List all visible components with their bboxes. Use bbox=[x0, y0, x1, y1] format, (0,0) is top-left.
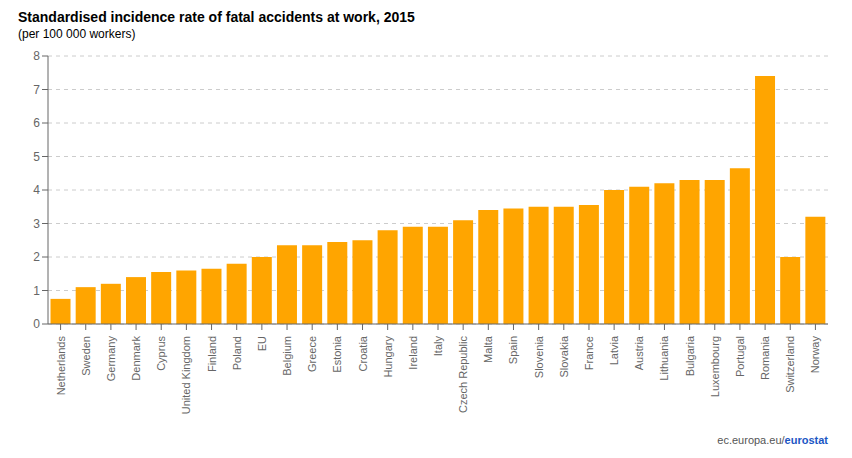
svg-text:Lithuania: Lithuania bbox=[658, 335, 670, 381]
svg-text:Slovenia: Slovenia bbox=[533, 335, 545, 378]
svg-text:5: 5 bbox=[33, 150, 40, 164]
svg-text:Luxembourg: Luxembourg bbox=[709, 336, 721, 397]
svg-text:1: 1 bbox=[33, 284, 40, 298]
svg-text:Croatia: Croatia bbox=[357, 335, 369, 371]
svg-text:Austria: Austria bbox=[633, 335, 645, 370]
html-text:ec.europa.eu/ eurostat: ec.europa.eu/ eurostat bbox=[717, 434, 828, 446]
svg-text:8: 8 bbox=[33, 49, 40, 63]
svg-text:United Kingdom: United Kingdom bbox=[180, 336, 192, 414]
svg-text:Norway: Norway bbox=[809, 336, 821, 374]
svg-text:Malta: Malta bbox=[482, 335, 494, 363]
svg-text:Denmark: Denmark bbox=[130, 336, 142, 381]
svg-text:Hungary: Hungary bbox=[382, 336, 394, 378]
svg-text:Slovakia: Slovakia bbox=[558, 335, 570, 377]
svg-text:Switzerland: Switzerland bbox=[784, 336, 796, 393]
html-text:Standardised incidence rate of: Standardised incidence rate of fatal acc… bbox=[18, 9, 415, 25]
svg-text:Sweden: Sweden bbox=[80, 336, 92, 376]
svg-text:Finland: Finland bbox=[206, 336, 218, 372]
svg-text:Romania: Romania bbox=[759, 335, 771, 380]
svg-text:Spain: Spain bbox=[507, 336, 519, 364]
svg-text:4: 4 bbox=[33, 183, 40, 197]
svg-text:Cyprus: Cyprus bbox=[155, 336, 167, 371]
svg-text:Germany: Germany bbox=[105, 336, 117, 382]
svg-text:Netherlands: Netherlands bbox=[55, 336, 67, 396]
html-text:(per 100 000 workers): (per 100 000 workers) bbox=[18, 27, 136, 41]
svg-text:7: 7 bbox=[33, 83, 40, 97]
svg-text:Portugal: Portugal bbox=[734, 336, 746, 377]
svg-text:EU: EU bbox=[256, 336, 268, 351]
svg-text:2: 2 bbox=[33, 250, 40, 264]
svg-text:Poland: Poland bbox=[231, 336, 243, 370]
svg-text:Italy: Italy bbox=[432, 336, 444, 357]
svg-text:Belgium: Belgium bbox=[281, 336, 293, 376]
svg-text:0: 0 bbox=[33, 317, 40, 331]
svg-text:Bulgaria: Bulgaria bbox=[684, 335, 696, 376]
svg-text:3: 3 bbox=[33, 217, 40, 231]
svg-text:Latvia: Latvia bbox=[608, 335, 620, 365]
svg-text:Czech Republic: Czech Republic bbox=[457, 336, 469, 414]
svg-text:France: France bbox=[583, 336, 595, 370]
svg-text:6: 6 bbox=[33, 116, 40, 130]
svg-text:Greece: Greece bbox=[306, 336, 318, 372]
svg-text:Ireland: Ireland bbox=[407, 336, 419, 370]
svg-text:Estonia: Estonia bbox=[331, 335, 343, 373]
